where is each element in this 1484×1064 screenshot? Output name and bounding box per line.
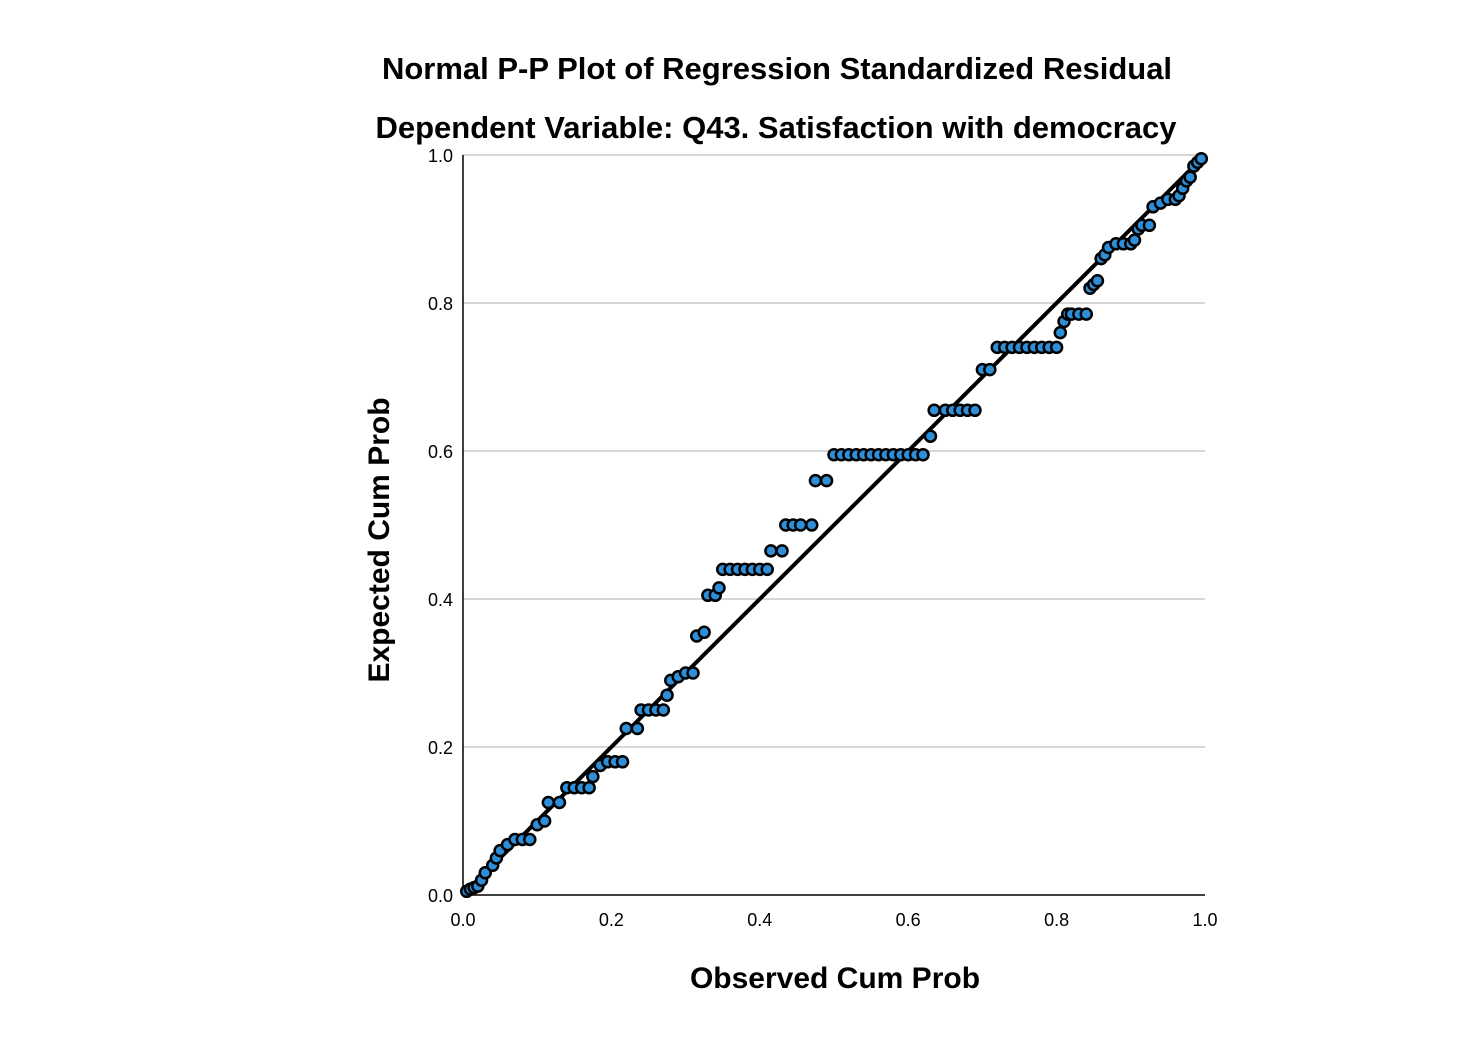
data-point-71 bbox=[927, 403, 941, 418]
data-point-114 bbox=[1183, 170, 1197, 184]
y-tick-label-3: 0.6 bbox=[428, 442, 453, 462]
chart-title: Normal P-P Plot of Regression Standardiz… bbox=[382, 51, 1172, 86]
data-point-25 bbox=[615, 755, 630, 769]
y-tick-label-2: 0.4 bbox=[428, 590, 453, 610]
axes bbox=[462, 155, 1205, 896]
data-point-38 bbox=[697, 625, 711, 640]
data-point-32 bbox=[660, 688, 674, 702]
data-point-78 bbox=[983, 362, 997, 377]
reference-line bbox=[461, 153, 1207, 897]
data-point-106 bbox=[1142, 218, 1157, 233]
data-point-14 bbox=[537, 814, 552, 828]
y-tick-label-4: 0.8 bbox=[428, 294, 453, 314]
x-axis-title: Observed Cum Prob bbox=[690, 962, 980, 995]
data-point-16 bbox=[552, 795, 567, 810]
x-tick-label-2: 0.4 bbox=[747, 910, 772, 930]
data-point-12 bbox=[523, 832, 537, 847]
data-point-70 bbox=[923, 429, 938, 443]
data-point-88 bbox=[1053, 325, 1068, 340]
data-point-36 bbox=[686, 666, 700, 680]
data-point-21 bbox=[586, 769, 600, 784]
data-point-50 bbox=[775, 544, 789, 558]
data-point-93 bbox=[1079, 307, 1094, 321]
x-tick-label-3: 0.6 bbox=[896, 910, 921, 930]
data-point-103 bbox=[1127, 233, 1142, 247]
data-point-26 bbox=[619, 721, 633, 736]
data-point-27 bbox=[630, 721, 645, 736]
data-point-48 bbox=[760, 562, 774, 577]
data-point-96 bbox=[1090, 274, 1105, 288]
data-point-117 bbox=[1194, 151, 1209, 166]
data-point-49 bbox=[764, 544, 778, 558]
y-tick-label-5: 1.0 bbox=[428, 146, 453, 166]
chart-subtitle: Dependent Variable: Q43. Satisfaction wi… bbox=[375, 110, 1177, 145]
x-tick-label-5: 1.0 bbox=[1192, 910, 1217, 930]
data-point-87 bbox=[1049, 340, 1064, 355]
tick-labels: 0.0 0.2 0.4 0.6 0.8 1.0 0.0 0.2 0.4 0.6 0.8 1.0 bbox=[428, 146, 1218, 930]
y-tick-label-0: 0.0 bbox=[428, 886, 453, 906]
x-tick-label-1: 0.2 bbox=[599, 910, 624, 930]
y-tick-label-1: 0.2 bbox=[428, 738, 453, 758]
data-point-56 bbox=[819, 473, 834, 488]
data-point-15 bbox=[541, 795, 556, 810]
data-point-31 bbox=[656, 703, 671, 717]
data-point-54 bbox=[804, 518, 819, 532]
reference-line-layer bbox=[461, 153, 1207, 897]
data-point-20 bbox=[582, 780, 596, 795]
x-tick-label-4: 0.8 bbox=[1044, 910, 1069, 930]
y-axis-title: Expected Cum Prob bbox=[363, 397, 396, 682]
x-tick-label-0: 0.0 bbox=[450, 910, 475, 930]
data-point-69 bbox=[916, 447, 930, 462]
data-point-76 bbox=[968, 403, 982, 418]
data-point-41 bbox=[712, 581, 726, 595]
data-point-53 bbox=[793, 518, 808, 532]
data-points bbox=[459, 151, 1209, 899]
data-point-55 bbox=[808, 473, 823, 488]
